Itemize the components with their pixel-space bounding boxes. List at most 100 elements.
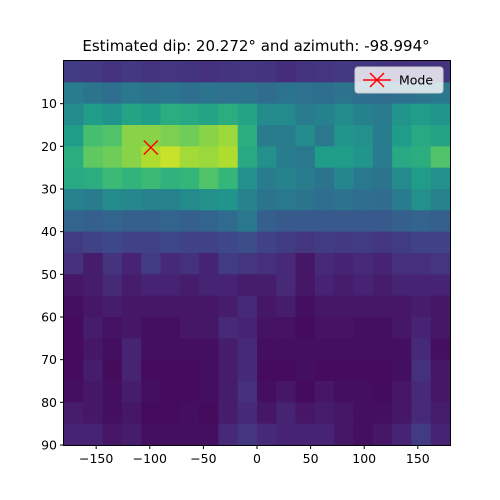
heatmap-cell [295,253,316,275]
heatmap-cell [160,359,181,382]
heatmap-cell [218,189,239,211]
heatmap-cell [276,274,297,297]
heatmap-cell [392,231,412,254]
heatmap-cell [314,381,335,403]
heatmap-cell [392,146,412,169]
heatmap-cell [218,317,239,339]
heatmap-cell [430,189,451,211]
heatmap-cell [372,253,393,275]
heatmap-cell [276,359,297,382]
heatmap-cell [334,359,355,382]
heatmap-cell [314,231,335,254]
heatmap-cell [199,338,219,361]
heatmap-cell [218,338,239,361]
heatmap-cell [160,146,181,169]
heatmap-cell [334,338,355,361]
heatmap-cell [353,167,374,190]
heatmap-cell [372,317,393,339]
heatmap-cell [121,338,142,361]
heatmap-cell [218,231,239,254]
heatmap-cell [121,82,142,105]
heatmap-cell [314,359,335,382]
x-tick-label: 0 [253,451,261,466]
heatmap-cell [430,274,451,297]
heatmap-cell [295,338,316,361]
heatmap-cell [257,253,277,275]
heatmap-cell [314,82,335,105]
heatmap-cell [295,189,316,211]
heatmap-cell [160,231,181,254]
heatmap-cell [314,274,335,297]
heatmap-cell [141,167,162,190]
heatmap-cell [199,82,219,105]
heatmap-cell [64,402,84,425]
heatmap-cell [257,295,277,318]
heatmap-cell [141,402,162,425]
heatmap-cell [141,317,162,339]
heatmap-cell [392,189,412,211]
heatmap-cell [430,423,451,446]
heatmap-cell [121,359,142,382]
heatmap-cell [334,402,355,425]
heatmap-cell [353,253,374,275]
heatmap-cell [64,317,84,339]
heatmap-cell [141,231,162,254]
heatmap-cell [257,167,277,190]
heatmap-cell [430,381,451,403]
heatmap-cell [392,359,412,382]
heatmap-cell [160,210,181,233]
heatmap-cell [237,146,258,169]
heatmap-cell [237,423,258,446]
heatmap-cell [160,189,181,211]
heatmap-cell [141,146,162,169]
y-tick-label: 90 [41,438,57,453]
heatmap-cell [257,423,277,446]
heatmap-cell [160,423,181,446]
heatmap-cell [411,210,432,233]
heatmap-cell [430,146,451,169]
heatmap-cell [179,125,200,147]
heatmap-cell [179,253,200,275]
heatmap-cell [83,338,104,361]
heatmap-cell [218,402,239,425]
heatmap-cell [295,295,316,318]
heatmap-cell [276,61,297,83]
heatmap-cell [392,274,412,297]
heatmap-cell [430,231,451,254]
heatmap-cell [257,210,277,233]
heatmap-cell [199,253,219,275]
heatmap-cell [372,274,393,297]
mode-marker-stroke [143,139,159,156]
heatmap-cell [141,295,162,318]
heatmap-cell [237,167,258,190]
legend-box [354,66,444,94]
heatmap-cell [237,274,258,297]
heatmap-cell [295,359,316,382]
heatmap-cell [121,146,142,169]
heatmap-cell [218,125,239,147]
heatmap-cell [257,189,277,211]
heatmap-cell [102,167,123,190]
x-tick-label: 100 [352,451,376,466]
heatmap-cell [121,402,142,425]
heatmap-cell [121,189,142,211]
heatmap-cell [276,125,297,147]
heatmap-cell [392,423,412,446]
heatmap-cell [160,295,181,318]
heatmap-cell [83,402,104,425]
heatmap-cell [353,423,374,446]
heatmap-cell [83,82,104,105]
heatmap-cell [353,295,374,318]
heatmap-cell [314,61,335,83]
heatmap-cell [102,295,123,318]
heatmap-cell [141,189,162,211]
heatmap-cell [64,189,84,211]
heatmap-cell [372,167,393,190]
y-axis: 10 20 30 40 50 60 70 80 90 [41,96,64,453]
heatmap-cell [199,295,219,318]
heatmap-cell [372,295,393,318]
heatmap-cell [353,381,374,403]
heatmap-cell [64,381,84,403]
heatmap-cell [64,359,84,382]
heatmap-cell [334,295,355,318]
